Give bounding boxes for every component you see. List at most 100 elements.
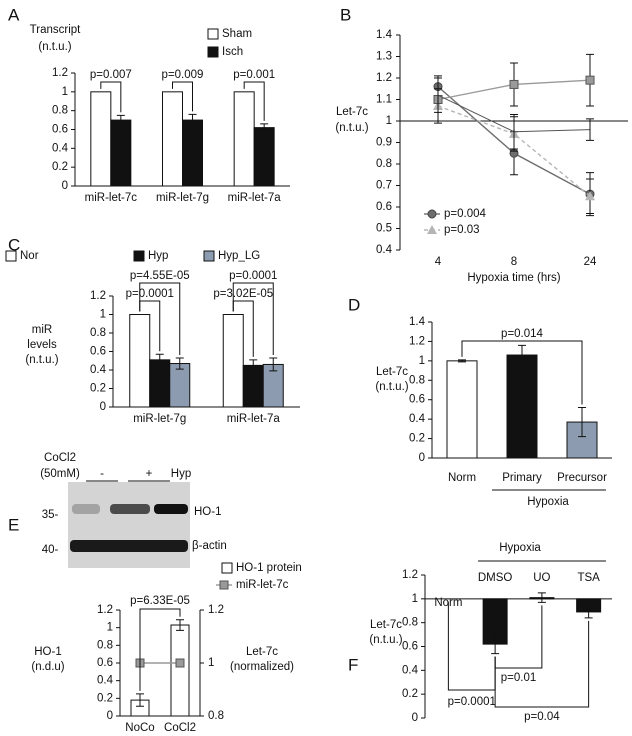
y-tick-label: 0.4 xyxy=(52,142,69,154)
legend-label: Isch xyxy=(222,46,243,58)
y-tick-label: 0.4 xyxy=(90,364,107,376)
group-label: Hypoxia xyxy=(527,496,569,508)
p-value: p=0.04 xyxy=(524,711,560,723)
y-tick-label: 1.2 xyxy=(52,67,68,79)
y2-tick-label: 1 xyxy=(208,657,214,669)
y-tick-label: 1.3 xyxy=(376,51,392,63)
y-tick-label: 0.6 xyxy=(52,124,68,136)
y-tick-label: 0.9 xyxy=(376,137,392,149)
y-tick-label: 1 xyxy=(412,593,418,605)
x-tick-label: NoCo xyxy=(125,722,154,734)
legend-swatch xyxy=(203,250,215,262)
legend-swatch xyxy=(5,250,17,262)
y-tick-label: 0.2 xyxy=(52,161,68,173)
legend-label: Sham xyxy=(222,28,252,40)
y-tick-label: 0.7 xyxy=(376,180,392,192)
bar xyxy=(169,363,191,408)
x-tick-label: miR-let-7c xyxy=(85,192,138,204)
blot-band xyxy=(72,504,100,514)
y-label: HO-1 xyxy=(34,646,61,658)
panel-letter: C xyxy=(8,235,20,254)
p-value: p=0.014 xyxy=(501,328,543,340)
error-bar xyxy=(578,406,586,438)
error-bar xyxy=(491,634,500,655)
group-label: Hypoxia xyxy=(499,542,541,554)
y-tick-label: 1.1 xyxy=(376,94,392,106)
y-label: Let-7c xyxy=(336,106,368,118)
bar xyxy=(129,314,151,408)
y-label: miR xyxy=(32,324,52,336)
panel-letter: F xyxy=(348,655,358,674)
bar xyxy=(506,354,538,459)
y2-tick-label: 1.2 xyxy=(208,604,224,616)
bar xyxy=(90,91,112,187)
y-label: levels xyxy=(27,339,57,351)
error-bar xyxy=(249,359,258,372)
error-bar xyxy=(458,359,466,363)
bracket xyxy=(232,300,254,357)
bracket xyxy=(139,608,181,691)
x-tick-label: UO xyxy=(533,572,550,584)
error-bar xyxy=(584,605,593,619)
y-label: (n.t.u.) xyxy=(25,354,58,366)
x-tick-label: miR-let-7g xyxy=(133,413,186,425)
x-tick-label: Precursor xyxy=(557,472,607,484)
y-tick-label: 0.4 xyxy=(402,664,419,676)
y-label: (n.t.u.) xyxy=(38,41,71,53)
blot-marker: 40- xyxy=(42,544,59,556)
y-label: Let-7c xyxy=(376,366,408,378)
blot-band-label: β-actin xyxy=(192,540,227,552)
y-tick-label: 0.8 xyxy=(376,158,392,170)
error-bar xyxy=(586,118,594,141)
p-value: p=6.33E-05 xyxy=(130,595,190,607)
y-tick-label: 1.4 xyxy=(409,316,426,328)
legend-swatch xyxy=(207,28,219,40)
marker xyxy=(175,658,185,668)
bar xyxy=(149,359,171,408)
y-tick-label: 1 xyxy=(419,355,425,367)
y-tick-label: 0.4 xyxy=(97,675,114,687)
p-value: p=0.0001 xyxy=(448,696,496,708)
p-value: p=0.01 xyxy=(501,672,537,684)
y-tick-label: 0.4 xyxy=(376,244,393,256)
error-bar xyxy=(176,619,184,631)
y-tick-label: 1.2 xyxy=(90,290,106,302)
y-label: (n.d.u) xyxy=(31,661,64,673)
blot-band xyxy=(110,504,150,514)
y-label: Transcript xyxy=(30,24,81,36)
error-bar xyxy=(434,77,442,113)
marker xyxy=(585,75,595,85)
error-bar xyxy=(537,592,546,603)
y2-label: (normalized) xyxy=(230,661,294,673)
p-value: p=0.007 xyxy=(90,69,132,81)
x-tick-label: miR-let-7a xyxy=(228,192,282,204)
y-label: (n.t.u.) xyxy=(335,122,368,134)
bar xyxy=(162,91,183,187)
p-value: p=0.009 xyxy=(162,69,204,81)
y-label: (n.t.u.) xyxy=(369,634,402,646)
x-tick-label: miR-let-7g xyxy=(156,192,209,204)
p-value: p=0.001 xyxy=(233,69,275,81)
error-bar xyxy=(260,123,269,132)
y-tick-label: 1.2 xyxy=(376,72,392,84)
bar xyxy=(170,624,190,717)
legend-marker xyxy=(219,580,229,590)
legend-label: Hyp xyxy=(148,250,168,262)
x-tick-label: 24 xyxy=(584,256,597,268)
legend-label: Hyp_LG xyxy=(218,250,260,262)
y-tick-label: 0.2 xyxy=(90,383,106,395)
p-value: p=0.0001 xyxy=(126,288,174,300)
x-tick-label: DMSO xyxy=(478,572,513,584)
y-tick-label: 0 xyxy=(107,710,113,722)
x-label: Hypoxia time (hrs) xyxy=(467,272,560,284)
y-tick-label: 0.8 xyxy=(52,105,68,117)
y-tick-label: 0.2 xyxy=(402,688,418,700)
bracket xyxy=(232,282,274,355)
bracket xyxy=(100,81,122,113)
x-tick-label: 8 xyxy=(511,256,517,268)
y2-tick-label: 0.8 xyxy=(208,710,224,722)
y-tick-label: 0.8 xyxy=(402,617,418,629)
x-tick-label: miR-let-7a xyxy=(227,413,281,425)
